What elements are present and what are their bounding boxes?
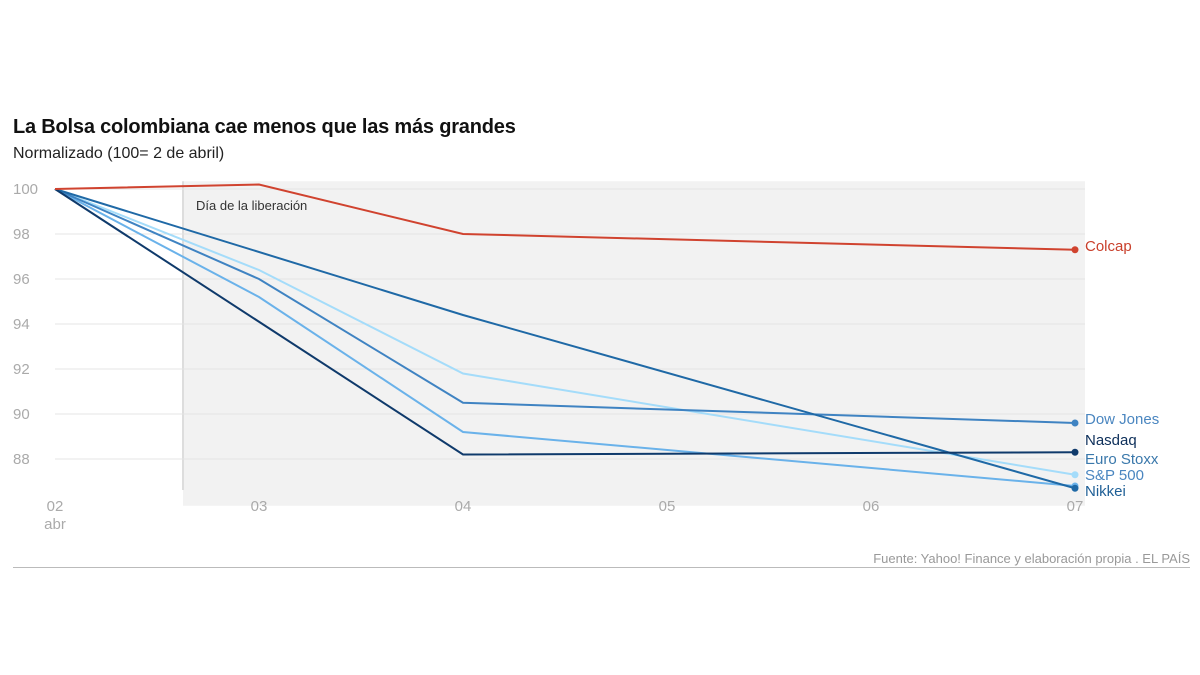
- series-label: Euro Stoxx: [1085, 451, 1159, 468]
- y-tick-label: 98: [13, 226, 30, 243]
- series-line-nikkei: [54, 188, 1076, 490]
- series-line-euro-stoxx: [54, 188, 1076, 487]
- bottom-divider: [13, 567, 1190, 568]
- x-tick-label: 07: [1067, 498, 1084, 515]
- series-line-s-p-500: [54, 188, 1076, 476]
- source-note: Fuente: Yahoo! Finance y elaboración pro…: [873, 551, 1190, 566]
- y-tick-label: 100: [13, 181, 38, 198]
- y-tick-label: 96: [13, 271, 30, 288]
- x-tick-label: 03: [251, 498, 268, 515]
- series-end-point: [1071, 484, 1079, 492]
- x-tick-label: 06: [863, 498, 880, 515]
- series-label: Nikkei: [1085, 483, 1126, 500]
- x-tick-label: 05: [659, 498, 676, 515]
- x-tick-sublabel: abr: [44, 516, 66, 533]
- y-tick-label: 88: [13, 451, 30, 468]
- series-label: Nasdaq: [1085, 432, 1137, 449]
- x-tick-label: 02: [47, 498, 64, 515]
- series-line-nasdaq: [54, 188, 1076, 456]
- series-label: Colcap: [1085, 238, 1132, 255]
- series-end-point: [1071, 448, 1079, 456]
- x-tick-label: 04: [455, 498, 472, 515]
- series-end-point: [1071, 419, 1079, 427]
- chart-title: La Bolsa colombiana cae menos que las má…: [13, 116, 516, 138]
- series-line-dow-jones: [54, 188, 1076, 424]
- series-end-point: [1071, 471, 1079, 479]
- y-tick-label: 92: [13, 361, 30, 378]
- series-label: S&P 500: [1085, 467, 1144, 484]
- y-tick-label: 94: [13, 316, 30, 333]
- series-label: Dow Jones: [1085, 411, 1159, 428]
- series-end-point: [1071, 246, 1079, 254]
- shaded-period: [183, 181, 1085, 506]
- chart-subtitle: Normalizado (100= 2 de abril): [13, 145, 225, 162]
- y-tick-label: 90: [13, 406, 30, 423]
- annotation-label: Día de la liberación: [196, 198, 307, 213]
- series-line-colcap: [54, 183, 1076, 251]
